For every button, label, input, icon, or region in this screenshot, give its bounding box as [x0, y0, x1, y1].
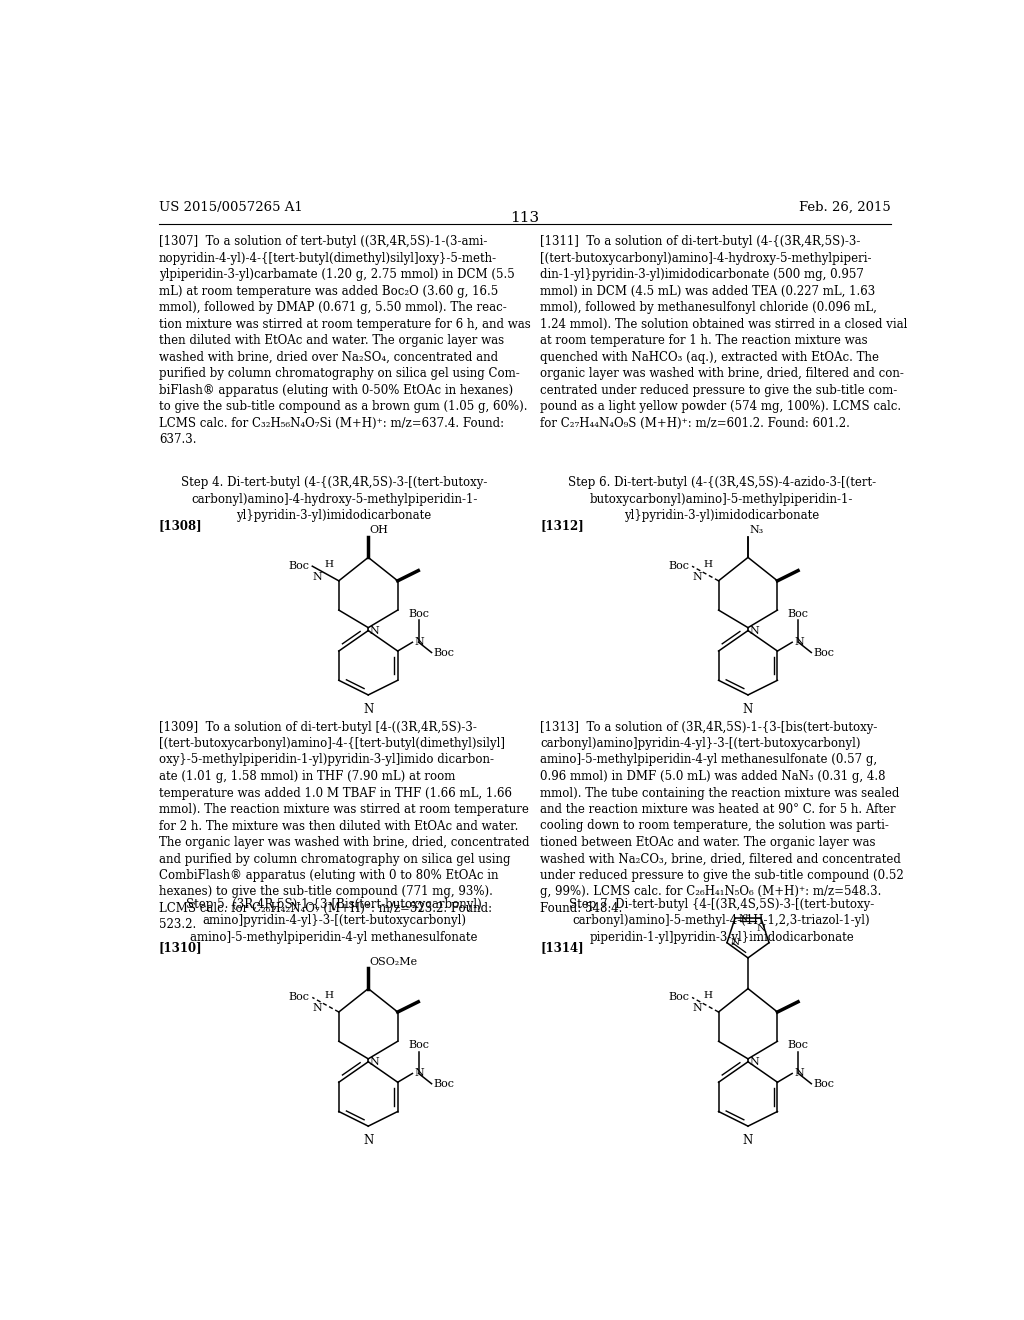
Text: Boc: Boc: [288, 993, 309, 1002]
Text: Boc: Boc: [409, 1040, 429, 1049]
Text: N: N: [415, 638, 425, 647]
Text: [1307]  To a solution of tert-butyl ((3R,4R,5S)-1-(3-ami-
nopyridin-4-yl)-4-{[te: [1307] To a solution of tert-butyl ((3R,…: [159, 235, 530, 446]
Text: OSO₂Me: OSO₂Me: [370, 957, 418, 966]
Text: [1308]: [1308]: [159, 519, 203, 532]
Text: N: N: [750, 626, 760, 636]
Text: Boc: Boc: [409, 609, 429, 619]
Text: Boc: Boc: [787, 1040, 809, 1049]
Text: H: H: [325, 560, 333, 569]
Text: 113: 113: [510, 211, 540, 224]
Text: H: H: [703, 560, 713, 569]
Text: N₃: N₃: [750, 525, 764, 536]
Text: [1309]  To a solution of di-tert-butyl [4-((3R,4R,5S)-3-
[(tert-butoxycarbonyl)a: [1309] To a solution of di-tert-butyl [4…: [159, 721, 529, 932]
Text: N: N: [795, 1068, 804, 1078]
Text: H: H: [325, 991, 333, 1001]
Text: [1311]  To a solution of di-tert-butyl (4-{(3R,4R,5S)-3-
[(tert-butoxycarbonyl)a: [1311] To a solution of di-tert-butyl (4…: [541, 235, 907, 430]
Text: N: N: [757, 924, 766, 933]
Text: Step 6. Di-tert-butyl (4-{(3R,4S,5S)-4-azido-3-[(tert-
butoxycarbonyl)amino]-5-m: Step 6. Di-tert-butyl (4-{(3R,4S,5S)-4-a…: [567, 477, 876, 523]
Text: N: N: [692, 1003, 702, 1012]
Text: Boc: Boc: [434, 1078, 455, 1089]
Text: [1313]  To a solution of (3R,4R,5S)-1-{3-[bis(tert-butoxy-
carbonyl)amino]pyridi: [1313] To a solution of (3R,4R,5S)-1-{3-…: [541, 721, 904, 915]
Text: Step 7. Di-tert-butyl {4-[(3R,4S,5S)-3-[(tert-butoxy-
carbonyl)amino]-5-methyl-4: Step 7. Di-tert-butyl {4-[(3R,4S,5S)-3-[…: [569, 898, 874, 944]
Text: N: N: [312, 572, 323, 582]
Text: N: N: [750, 1057, 760, 1068]
Text: N: N: [312, 1003, 323, 1012]
Text: Boc: Boc: [668, 993, 689, 1002]
Text: N: N: [742, 1134, 753, 1147]
Text: Boc: Boc: [668, 561, 689, 572]
Text: Boc: Boc: [288, 561, 309, 572]
Text: Boc: Boc: [787, 609, 809, 619]
Text: [1314]: [1314]: [541, 941, 584, 954]
Text: N: N: [364, 1134, 374, 1147]
Text: US 2015/0057265 A1: US 2015/0057265 A1: [159, 201, 303, 214]
Text: N: N: [364, 702, 374, 715]
Text: N: N: [415, 1068, 425, 1078]
Text: Boc: Boc: [434, 648, 455, 657]
Text: OH: OH: [370, 525, 389, 536]
Text: H: H: [703, 991, 713, 1001]
Text: N: N: [370, 626, 380, 636]
Text: N: N: [739, 913, 748, 923]
Text: Boc: Boc: [814, 1078, 835, 1089]
Text: [1310]: [1310]: [159, 941, 203, 954]
Text: Boc: Boc: [814, 648, 835, 657]
Text: N: N: [370, 1057, 380, 1068]
Text: Feb. 26, 2015: Feb. 26, 2015: [799, 201, 891, 214]
Text: Step 5. (3R,4R,5S)-1-{3-[Bis(tert-butoxycarbonyl)
amino]pyridin-4-yl}-3-[(tert-b: Step 5. (3R,4R,5S)-1-{3-[Bis(tert-butoxy…: [186, 898, 482, 944]
Text: N: N: [795, 638, 804, 647]
Text: Step 4. Di-tert-butyl (4-{(3R,4R,5S)-3-[(tert-butoxy-
carbonyl)amino]-4-hydroxy-: Step 4. Di-tert-butyl (4-{(3R,4R,5S)-3-[…: [181, 477, 487, 523]
Text: N: N: [692, 572, 702, 582]
Text: [1312]: [1312]: [541, 519, 584, 532]
Text: N: N: [742, 702, 753, 715]
Text: N: N: [731, 939, 740, 948]
